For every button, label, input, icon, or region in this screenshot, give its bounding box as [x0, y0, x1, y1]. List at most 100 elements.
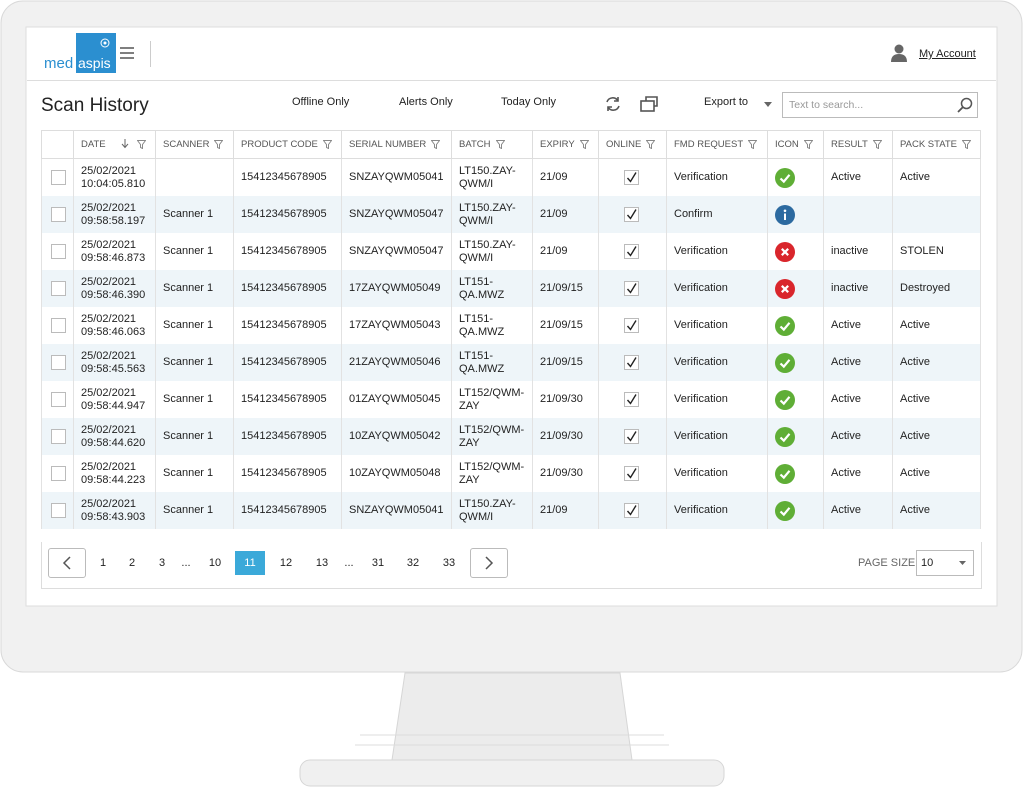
table-cell: 21/09: [532, 196, 599, 233]
table-cell: Active: [892, 344, 981, 381]
search-icon[interactable]: [957, 97, 973, 113]
row-checkbox[interactable]: [51, 466, 66, 481]
row-checkbox[interactable]: [51, 355, 66, 370]
refresh-icon[interactable]: [604, 95, 622, 113]
filter-toggle[interactable]: Offline Only: [292, 96, 350, 108]
prev-button[interactable]: [48, 548, 86, 578]
table-cell: 15412345678905: [233, 158, 342, 196]
app-header: med aspis My Account: [27, 28, 996, 81]
table-cell: 25/02/2021 09:58:43.903: [73, 492, 156, 529]
online-cell: [598, 233, 667, 270]
page-number[interactable]: 12: [279, 557, 293, 569]
column-title: SCANNER: [163, 139, 210, 150]
status-icon: [775, 389, 795, 410]
export-caret[interactable]: [764, 102, 772, 107]
table-cell: 21/09/30: [532, 455, 599, 492]
page-ellipsis: ...: [344, 557, 354, 569]
account-link[interactable]: My Account: [919, 48, 976, 60]
pagination: PAGE SIZE 10 1 2 3... 10 11 12 13... 31 32 33: [41, 542, 982, 589]
column-header[interactable]: ICON: [767, 130, 824, 159]
page-number[interactable]: 2: [128, 557, 136, 569]
table-cell: 15412345678905: [233, 344, 342, 381]
search-box[interactable]: Text to search...: [782, 92, 978, 118]
table-cell: Scanner 1: [155, 381, 234, 418]
column-header[interactable]: PRODUCT CODE: [233, 130, 342, 159]
row-checkbox[interactable]: [51, 392, 66, 407]
filter-icon[interactable]: [136, 139, 147, 150]
online-cell: [598, 196, 667, 233]
filter-icon[interactable]: [803, 139, 814, 150]
table-cell: 15412345678905: [233, 233, 342, 270]
filter-icon[interactable]: [747, 139, 758, 150]
column-title: RESULT: [831, 139, 868, 150]
online-cell: [598, 158, 667, 196]
table-cell: LT151-QA.MWZ: [451, 344, 533, 381]
table-cell: 15412345678905: [233, 196, 342, 233]
filter-icon[interactable]: [322, 139, 333, 150]
row-checkbox[interactable]: [51, 281, 66, 296]
column-header[interactable]: ONLINE: [598, 130, 667, 159]
status-icon: [775, 500, 795, 521]
column-header[interactable]: BATCH: [451, 130, 533, 159]
status-icon-cell: [767, 196, 824, 233]
filter-icon[interactable]: [645, 139, 656, 150]
row-checkbox[interactable]: [51, 170, 66, 185]
status-icon: [775, 315, 795, 336]
row-checkbox[interactable]: [51, 503, 66, 518]
table-cell: Scanner 1: [155, 270, 234, 307]
table-row: 25/02/2021 09:58:45.563 Scanner 1 15412345…: [41, 344, 981, 381]
filter-icon[interactable]: [213, 139, 224, 150]
filter-icon[interactable]: [961, 139, 972, 150]
online-checkbox: [624, 207, 639, 222]
online-checkbox: [624, 355, 639, 370]
sort-icon[interactable]: [120, 139, 132, 149]
select-cell: [41, 307, 74, 344]
table-cell: 10ZAYQWM05042: [341, 418, 452, 455]
page-number[interactable]: 31: [371, 557, 385, 569]
column-header[interactable]: SCANNER: [155, 130, 234, 159]
check-mark: [626, 431, 637, 442]
column-header[interactable]: RESULT: [823, 130, 893, 159]
check-mark: [626, 357, 637, 368]
table-row: 25/02/2021 09:58:46.873 Scanner 1 15412345…: [41, 233, 981, 270]
column-header[interactable]: EXPIRY: [532, 130, 599, 159]
page-number[interactable]: 3: [158, 557, 166, 569]
column-header[interactable]: DATE: [73, 130, 156, 159]
page-number[interactable]: 33: [442, 557, 456, 569]
layout-icon[interactable]: [640, 95, 658, 113]
filter-icon[interactable]: [872, 139, 883, 150]
status-icon-cell: [767, 158, 824, 196]
page-number[interactable]: 10: [208, 557, 222, 569]
filter-icon[interactable]: [495, 139, 505, 150]
row-checkbox[interactable]: [51, 207, 66, 222]
table-cell: 25/02/2021 09:58:44.947: [73, 381, 156, 418]
menu-icon[interactable]: [120, 47, 134, 59]
row-checkbox[interactable]: [51, 429, 66, 444]
next-button[interactable]: [470, 548, 508, 578]
status-icon-cell: [767, 233, 824, 270]
column-title: ICON: [775, 139, 799, 150]
page-number[interactable]: 1: [99, 557, 107, 569]
table-cell: 21/09: [532, 158, 599, 196]
column-header[interactable]: SERIAL NUMBER: [341, 130, 452, 159]
filter-toggle[interactable]: Today Only: [501, 96, 557, 108]
status-icon: [775, 167, 795, 188]
page-number[interactable]: 13: [315, 557, 329, 569]
row-checkbox[interactable]: [51, 318, 66, 333]
export-button[interactable]: Export to: [704, 96, 749, 108]
filter-icon[interactable]: [430, 139, 441, 150]
filter-toggle[interactable]: Alerts Only: [399, 96, 453, 108]
online-cell: [598, 418, 667, 455]
status-icon: [775, 352, 795, 373]
logo-left: med: [44, 55, 74, 72]
table-cell: Scanner 1: [155, 307, 234, 344]
table-cell: 25/02/2021 09:58:46.873: [73, 233, 156, 270]
page-size-select[interactable]: 10: [916, 550, 974, 576]
column-header[interactable]: PACK STATE: [892, 130, 981, 159]
filter-icon[interactable]: [579, 139, 590, 150]
page-number[interactable]: 32: [406, 557, 420, 569]
column-header[interactable]: FMD REQUEST: [666, 130, 768, 159]
current-page[interactable]: 11: [235, 551, 265, 575]
table-cell: SNZAYQWM05047: [341, 233, 452, 270]
row-checkbox[interactable]: [51, 244, 66, 259]
